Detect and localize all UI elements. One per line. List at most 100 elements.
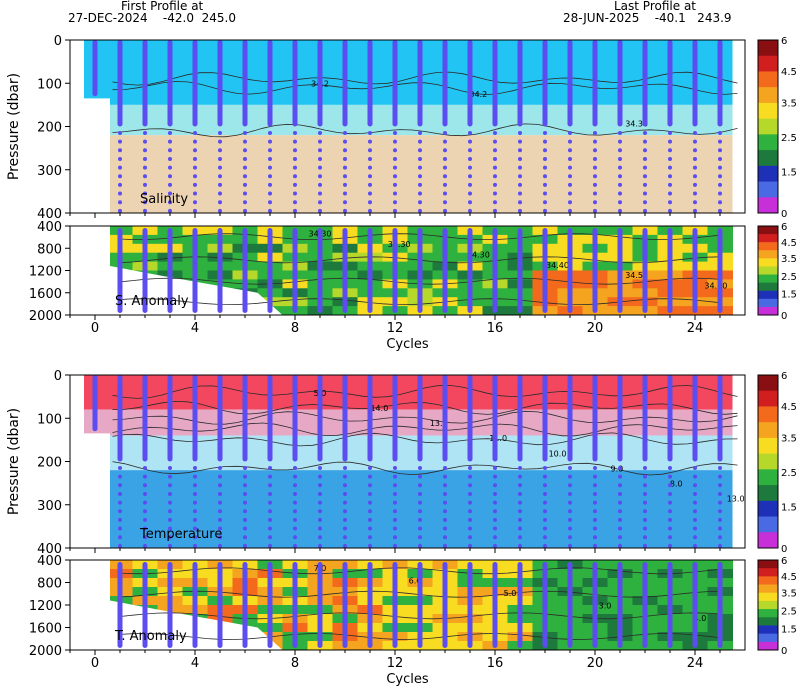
profile-dot xyxy=(218,526,222,531)
profile-dot xyxy=(193,500,197,505)
profile-dot xyxy=(568,165,572,170)
profile-dot xyxy=(618,156,622,161)
profile-dot xyxy=(593,191,597,196)
profile-dot xyxy=(668,139,672,144)
profile-dot xyxy=(343,465,347,470)
profile-dot xyxy=(618,509,622,514)
profile-dot xyxy=(643,148,647,153)
profile-dot xyxy=(443,543,447,548)
profile-dot xyxy=(468,491,472,496)
y-tick-label: 1200 xyxy=(29,265,62,280)
profile-dot xyxy=(493,535,497,540)
profile-dot xyxy=(218,165,222,170)
profile-dot xyxy=(592,228,598,313)
profile-dot xyxy=(468,208,472,213)
profile-dot xyxy=(493,543,497,548)
profile-dot xyxy=(567,228,573,313)
colorbar-swatch xyxy=(758,266,778,276)
profile-dot xyxy=(718,535,722,540)
profile-dot xyxy=(242,562,248,648)
profile-dot xyxy=(668,200,672,205)
profile-dot xyxy=(643,200,647,205)
profile-dot xyxy=(443,500,447,505)
profile-dot xyxy=(168,500,172,505)
profile-dot xyxy=(518,148,522,153)
profile-dot xyxy=(693,130,697,135)
colorbar-swatch xyxy=(758,532,778,549)
colorbar-label: 0 xyxy=(781,646,787,657)
profile-dot xyxy=(717,40,723,127)
profile-dot xyxy=(393,165,397,170)
profile-dot xyxy=(143,130,147,135)
profile-dot xyxy=(418,474,422,479)
profile-dot xyxy=(493,474,497,479)
profile-dot xyxy=(443,139,447,144)
profile-dot xyxy=(368,139,372,144)
profile-dot xyxy=(718,500,722,505)
profile-dot xyxy=(268,491,272,496)
profile-dot xyxy=(693,517,697,522)
profile-dot xyxy=(543,174,547,179)
profile-dot xyxy=(718,526,722,531)
profile-dot xyxy=(618,465,622,470)
colorbar: 6 4.5 3.5 2.5 1.5 0 xyxy=(757,222,797,322)
profile-dot xyxy=(268,148,272,153)
profile-dot xyxy=(218,182,222,187)
profile-dot xyxy=(342,562,348,648)
profile-dot xyxy=(718,182,722,187)
colorbar-label: 1.5 xyxy=(781,624,797,635)
profile-dot xyxy=(568,509,572,514)
y-tick-label: 800 xyxy=(37,242,62,257)
profile-dot xyxy=(268,165,272,170)
profile-dot xyxy=(368,483,372,488)
profile-dot xyxy=(693,200,697,205)
colorbar-swatch xyxy=(758,600,778,610)
profile-dot xyxy=(543,543,547,548)
profile-dot xyxy=(393,191,397,196)
profile-dot xyxy=(492,375,498,462)
profile-dot xyxy=(118,139,122,144)
profile-dot xyxy=(92,375,98,432)
profile-dot xyxy=(543,526,547,531)
profile-dot xyxy=(368,526,372,531)
profile-dot xyxy=(243,526,247,531)
profile-dot xyxy=(318,139,322,144)
profile-dot xyxy=(443,200,447,205)
profile-dot xyxy=(218,491,222,496)
profile-dot xyxy=(243,130,247,135)
profile-dot xyxy=(192,40,198,127)
profile-dot xyxy=(243,517,247,522)
colorbar-label: 3.5 xyxy=(781,254,797,265)
panel-salinity_anomaly: 34.3034.3034.3034.4034.5034.604008001200… xyxy=(29,220,797,352)
profile-dot xyxy=(268,182,272,187)
profile-dot xyxy=(242,40,248,127)
y-tick-label: 400 xyxy=(37,207,62,222)
profile-dot xyxy=(392,562,398,648)
profile-dot xyxy=(568,174,572,179)
profile-dot xyxy=(543,130,547,135)
profile-dot xyxy=(392,375,398,462)
profile-dot xyxy=(393,148,397,153)
profile-dot xyxy=(593,526,597,531)
colorbar-swatch xyxy=(758,437,778,455)
colorbar-swatch xyxy=(758,592,778,602)
profile-dot xyxy=(468,182,472,187)
profile-dot xyxy=(417,375,423,462)
profile-dot xyxy=(618,182,622,187)
profile-dot xyxy=(493,509,497,514)
profile-dot xyxy=(618,517,622,522)
profile-dot xyxy=(293,483,297,488)
profile-dot xyxy=(393,200,397,205)
colorbar-frame xyxy=(757,374,779,549)
profile-dot xyxy=(517,562,523,648)
colorbar: 6 4.5 3.5 2.5 1.5 0 xyxy=(757,36,797,220)
profile-dot xyxy=(193,535,197,540)
profile-dot xyxy=(718,165,722,170)
profile-dot xyxy=(118,543,122,548)
profile-dot xyxy=(292,40,298,127)
profile-dot xyxy=(92,40,98,97)
profile-dot xyxy=(518,156,522,161)
colorbar-swatch xyxy=(758,250,778,259)
profile-dot xyxy=(693,165,697,170)
profile-dot xyxy=(468,509,472,514)
